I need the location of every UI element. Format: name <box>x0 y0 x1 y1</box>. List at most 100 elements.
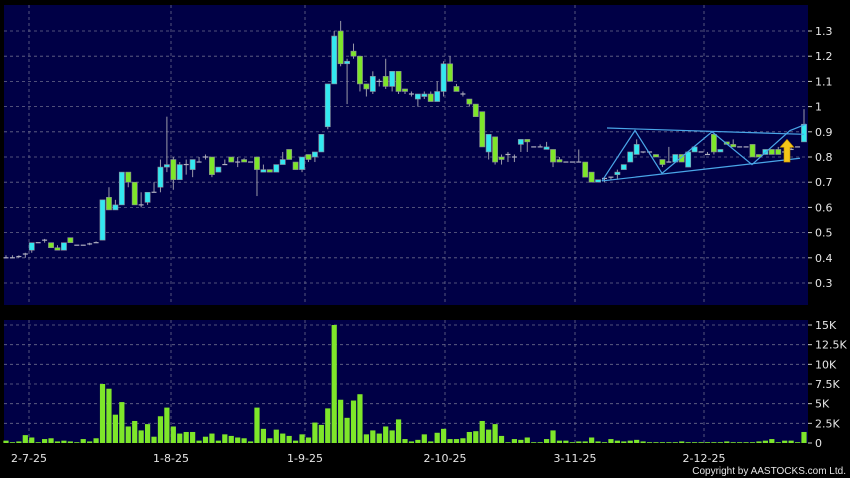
volume-bar <box>724 441 730 443</box>
volume-bar <box>125 426 131 443</box>
candle-body <box>749 144 756 158</box>
volume-bar <box>93 438 99 443</box>
candle-body <box>775 149 782 155</box>
volume-bar <box>543 439 550 443</box>
date-tick-label: 2-12-25 <box>683 452 726 465</box>
volume-bar <box>376 433 382 443</box>
volume-bar <box>486 429 492 443</box>
volume-bar <box>190 431 196 443</box>
volume-bar <box>518 439 524 443</box>
volume-bar <box>119 402 125 443</box>
price-tick-label: 1.2 <box>815 50 833 63</box>
candle-body <box>28 242 35 251</box>
candle-body <box>678 154 685 163</box>
candle-body <box>176 164 183 180</box>
triangle-pattern <box>601 123 807 182</box>
volume-bar <box>801 431 807 443</box>
candle-body <box>106 197 112 211</box>
volume-bar <box>286 435 292 443</box>
volume-bar <box>202 436 209 443</box>
volume-bar <box>312 422 318 443</box>
volume-bar <box>273 429 279 443</box>
volume-bar <box>305 437 312 443</box>
volume-bar <box>389 430 395 443</box>
volume-tick-label: 5K <box>815 398 830 411</box>
candle-body <box>112 204 119 211</box>
candle-body <box>582 161 589 178</box>
price-tick-label: 0.6 <box>815 201 833 214</box>
date-tick-label: 1-8-25 <box>153 452 189 465</box>
volume-bar <box>659 442 666 443</box>
volume-bar <box>228 435 234 443</box>
price-tick-label: 0.5 <box>815 227 833 240</box>
volume-bar <box>460 438 466 443</box>
volume-bar <box>48 438 54 443</box>
volume-bar <box>408 441 415 443</box>
volume-bar <box>9 442 16 443</box>
candle-body <box>498 156 505 160</box>
volume-bar <box>67 441 73 443</box>
volume-tick-label: 10K <box>815 358 837 371</box>
volume-bar <box>370 430 376 443</box>
volume-tick-label: 2.5K <box>815 417 840 430</box>
volume-bar <box>762 440 768 443</box>
volume-bar <box>74 442 80 443</box>
candle-body <box>157 166 164 188</box>
pattern-lower-line <box>601 157 801 182</box>
volume-bar <box>260 428 267 443</box>
volume-bar <box>769 439 775 443</box>
volume-bar <box>87 441 93 443</box>
candle-body <box>395 71 402 92</box>
candle-body <box>550 149 556 163</box>
volume-bar <box>621 441 627 443</box>
candle-body <box>453 86 460 92</box>
volume-bar <box>672 442 678 443</box>
axis-labels: 1.3 1.2 1.1 1 0.9 0.8 0.7 0.6 0.5 0.4 0.3 15K 12.5K 1… <box>11 25 847 465</box>
candle-body <box>492 136 498 163</box>
volume-bar <box>151 436 157 443</box>
volume-bar <box>434 432 440 443</box>
candle-body <box>627 151 634 163</box>
volume-bar <box>505 442 511 443</box>
volume-tick-label: 12.5K <box>815 339 847 352</box>
volume-tick-label: 0 <box>815 437 822 450</box>
candle-body <box>382 76 389 87</box>
volume-bar <box>582 441 588 443</box>
candle-body <box>595 179 601 183</box>
candle-body <box>620 164 627 170</box>
candle-body <box>131 181 138 206</box>
volume-bar <box>473 431 479 443</box>
volume-bar <box>357 394 363 443</box>
volume-bar <box>415 439 421 443</box>
volume-bar <box>80 439 86 443</box>
candle-body <box>414 93 421 100</box>
volume-bar <box>170 426 176 443</box>
candle-body <box>768 149 775 155</box>
volume-bar <box>402 439 408 443</box>
volume-bar <box>608 439 614 443</box>
candle-body <box>331 35 338 85</box>
volume-bar <box>589 437 595 443</box>
candle-body <box>337 30 344 65</box>
volume-bar <box>16 441 22 443</box>
candle-body <box>260 169 267 173</box>
candle-body <box>466 98 473 105</box>
candle-body <box>659 159 666 165</box>
breakout-arrow-icon <box>779 138 795 163</box>
candle-body <box>357 55 363 85</box>
volume-bar <box>511 439 518 443</box>
candle-body <box>344 60 350 65</box>
candle-body <box>189 159 196 170</box>
volume-tick-label: 7.5K <box>815 378 840 391</box>
candle-body <box>273 164 280 173</box>
candle-body <box>228 156 235 163</box>
volume-bar <box>350 400 357 443</box>
date-tick-label: 3-11-25 <box>554 452 597 465</box>
volume-bar <box>22 435 28 443</box>
volume-bar <box>646 442 653 443</box>
volume-bar <box>653 442 659 443</box>
volume-bar <box>42 439 48 443</box>
candle-body <box>447 63 453 82</box>
volume-bar <box>679 441 685 443</box>
candle-body <box>54 247 61 251</box>
